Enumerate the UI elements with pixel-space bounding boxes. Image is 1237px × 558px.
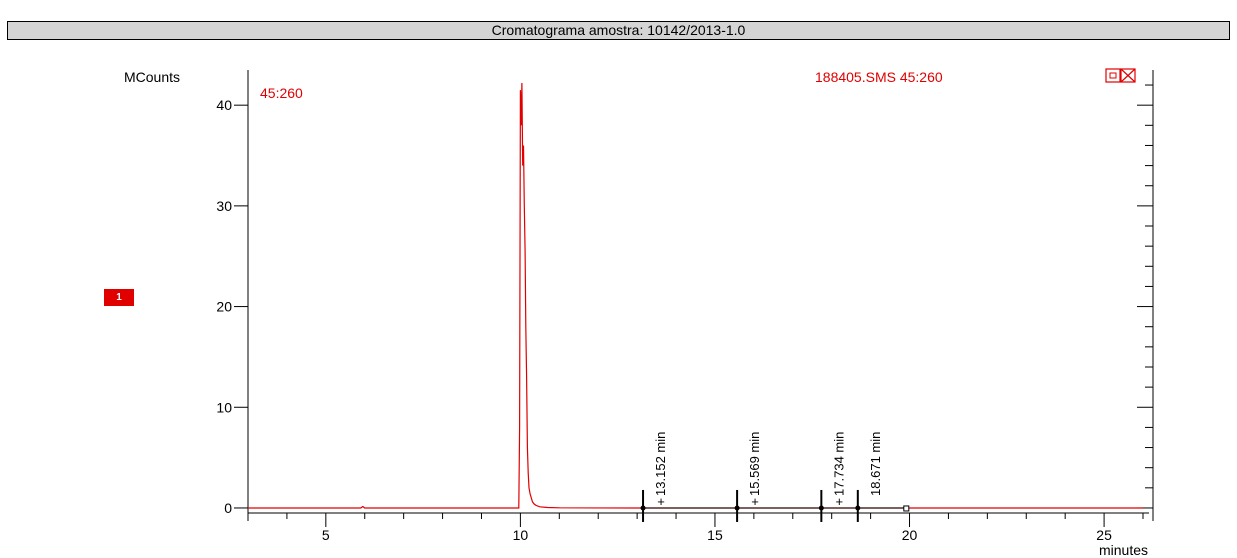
x-tick-label: 20 bbox=[902, 527, 918, 543]
trace-number: 1 bbox=[116, 292, 122, 303]
trace-number-badge[interactable]: 1 bbox=[104, 289, 134, 306]
peak-retention-label: 17.734 min bbox=[831, 432, 846, 496]
window-end-marker bbox=[903, 505, 910, 512]
window-restore-icon[interactable] bbox=[1105, 68, 1121, 83]
y-tick-label: 30 bbox=[216, 198, 232, 214]
trace-label: 45:260 bbox=[260, 85, 303, 101]
peak-plus-sign: + bbox=[751, 494, 759, 509]
close-trace-icon[interactable] bbox=[1120, 68, 1136, 83]
marks-group: +13.152 min+15.569 min+17.734 min 18.671 … bbox=[248, 82, 1143, 522]
y-tick-label: 20 bbox=[216, 299, 232, 315]
x-axis-label: minutes bbox=[1099, 542, 1148, 558]
peak-marker-dot bbox=[640, 505, 646, 511]
chart-title: Cromatograma amostra: 10142/2013-1.0 bbox=[491, 22, 746, 38]
y-tick-label: 40 bbox=[216, 97, 232, 113]
file-label: 188405.SMS 45:260 bbox=[815, 69, 943, 85]
x-tick-label: 25 bbox=[1096, 527, 1112, 543]
chromatogram-trace bbox=[248, 82, 1143, 509]
peak-marker-dot bbox=[818, 505, 824, 511]
x-tick-label: 10 bbox=[513, 527, 529, 543]
axes-group: 0 10 20 30 40 5 10 15 20 25 bbox=[216, 70, 1154, 543]
x-tick-label: 5 bbox=[322, 527, 330, 543]
peak-marker-dot bbox=[734, 505, 740, 511]
peak-retention-label: 15.569 min bbox=[747, 432, 762, 496]
y-tick-label: 0 bbox=[224, 500, 232, 516]
x-tick-label: 15 bbox=[707, 527, 723, 543]
peak-marker-dot bbox=[855, 505, 861, 511]
peak-retention-label: 13.152 min bbox=[653, 432, 668, 496]
y-tick-label: 10 bbox=[216, 399, 232, 415]
y-axis-label: MCounts bbox=[124, 69, 180, 85]
peak-plus-sign: + bbox=[836, 494, 844, 509]
chart-title-bar: Cromatograma amostra: 10142/2013-1.0 bbox=[7, 21, 1230, 40]
peak-plus-sign: + bbox=[657, 494, 665, 509]
peak-retention-label: 18.671 min bbox=[868, 432, 883, 496]
